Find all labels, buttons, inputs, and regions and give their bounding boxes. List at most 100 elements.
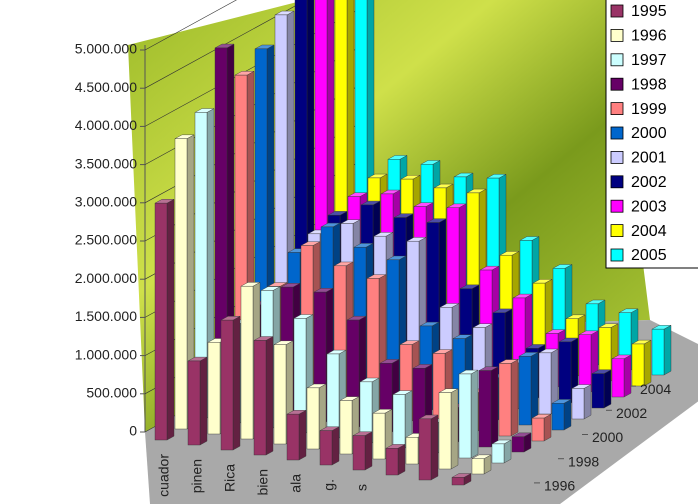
- bar-front: [451, 477, 465, 486]
- bar: [518, 352, 539, 426]
- bar-front: [187, 360, 201, 446]
- x-tick-label: ala: [288, 474, 304, 493]
- plot: 0 500.000 1.000.000 1.500.000 2.000.000 2.500…: [75, 0, 672, 504]
- bar-side: [199, 356, 208, 446]
- bar: [253, 336, 274, 456]
- bar-front: [578, 334, 592, 393]
- legend: 1995 1996 1997 1998 1999 2000 2001 2002 2003 2004…: [605, 0, 698, 269]
- bar: [538, 348, 559, 415]
- bar-front: [631, 343, 645, 387]
- legend-swatch: [610, 199, 624, 213]
- bar-side: [331, 426, 340, 466]
- bar-side: [543, 413, 552, 442]
- bar-side: [643, 339, 652, 387]
- bar-front: [207, 342, 221, 435]
- legend-swatch: [610, 102, 624, 115]
- bar: [451, 473, 472, 486]
- bar: [438, 388, 459, 470]
- bar: [531, 413, 552, 442]
- bar-front: [471, 458, 485, 475]
- y-tick-label: 1.000.000: [75, 346, 137, 362]
- bar-side: [430, 414, 439, 481]
- x-tick-label: Rica: [222, 464, 238, 492]
- x-tick-label: cuador: [156, 454, 172, 497]
- bar: [286, 409, 307, 461]
- bar: [651, 324, 672, 376]
- grid-line: [144, 0, 237, 51]
- bar: [418, 414, 439, 481]
- bar-front: [392, 394, 406, 449]
- bar-front: [458, 373, 472, 459]
- y-tick-label: 1.500.000: [75, 308, 137, 324]
- bar-side: [510, 359, 519, 437]
- bar: [471, 454, 492, 475]
- bar-side: [583, 384, 592, 420]
- legend-label: 2002: [631, 174, 667, 191]
- bar-front: [240, 286, 254, 440]
- bar-front: [551, 403, 565, 431]
- legend-swatch: [610, 53, 624, 67]
- bar-side: [563, 399, 572, 431]
- bar: [571, 384, 592, 420]
- x-tick-label: s: [354, 484, 370, 491]
- x-tick-label: g.: [321, 479, 337, 491]
- y-tick-label: 4.500.000: [75, 79, 137, 95]
- bar-side: [663, 324, 672, 376]
- bar-front: [220, 319, 234, 451]
- bar-front: [253, 340, 267, 456]
- legend-label: 1999: [631, 101, 667, 118]
- bar-front: [339, 400, 353, 455]
- z-tick-label: 2000: [592, 429, 623, 445]
- bar: [511, 432, 532, 453]
- z-tick-label: 1998: [568, 453, 599, 469]
- bar-front: [273, 344, 287, 445]
- bar: [352, 431, 373, 471]
- bar-side: [265, 336, 274, 456]
- legend-swatch: [610, 77, 624, 91]
- bar-front: [478, 370, 492, 448]
- bar-front: [352, 435, 366, 471]
- bar-side: [298, 409, 307, 461]
- legend-swatch: [610, 224, 624, 238]
- bar-front: [326, 353, 340, 439]
- bar-front: [511, 436, 525, 453]
- bar-front: [558, 341, 572, 404]
- legend-label: 2001: [631, 150, 667, 167]
- bar-front: [372, 412, 386, 460]
- bar: [187, 356, 208, 446]
- bar-front: [591, 373, 605, 409]
- y-tick-label: 2.000.000: [75, 270, 137, 286]
- y-tick-label: 2.500.000: [75, 232, 137, 248]
- bar: [478, 366, 499, 448]
- bar-front: [438, 392, 452, 470]
- bar-front: [651, 328, 665, 376]
- legend-swatch: [610, 150, 624, 164]
- bar: [498, 359, 519, 437]
- bar-side: [490, 366, 499, 448]
- bar-front: [538, 352, 552, 415]
- legend-swatch: [610, 28, 624, 42]
- legend-swatch: [610, 248, 624, 262]
- bar-front: [491, 443, 505, 464]
- y-tick-label: 500.000: [86, 385, 137, 401]
- bar-front: [498, 363, 512, 437]
- bar-side: [623, 354, 632, 398]
- bar: [194, 108, 215, 419]
- bar: [220, 315, 241, 451]
- bar: [385, 444, 406, 476]
- legend-label: 2000: [631, 125, 667, 142]
- bar-front: [319, 430, 333, 466]
- legend-swatch: [610, 175, 624, 189]
- bar-side: [397, 444, 406, 476]
- bar-front: [306, 387, 320, 450]
- bar: [154, 198, 175, 441]
- y-tick-label: 3.500.000: [75, 155, 137, 171]
- bar-side: [470, 369, 479, 459]
- bar: [611, 354, 632, 398]
- legend-label: 1995: [631, 3, 667, 20]
- legend-label: 1996: [631, 28, 667, 45]
- legend-label: 2004: [631, 223, 667, 240]
- legend-swatch: [610, 4, 624, 18]
- y-tick-label: 3.000.000: [75, 194, 137, 210]
